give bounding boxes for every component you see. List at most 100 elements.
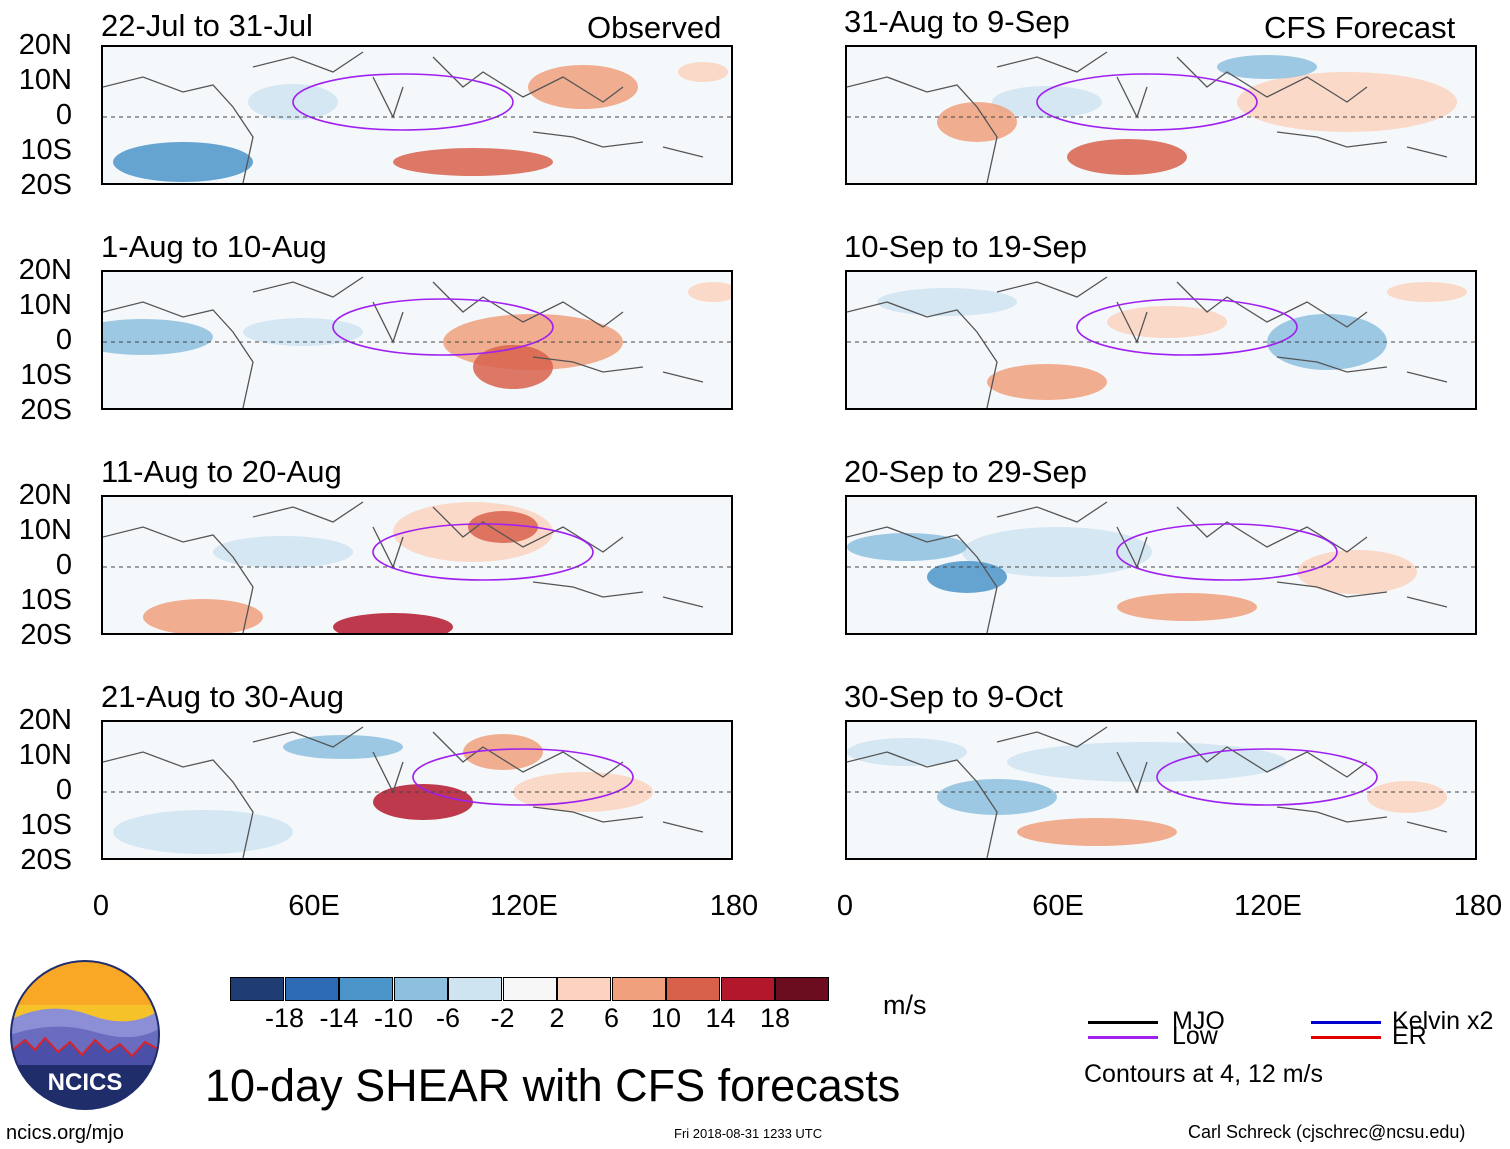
lat-label-row2-0: 20N	[18, 254, 72, 286]
units-label: m/s	[883, 990, 927, 1020]
colorbar-tick-label: 10	[650, 1003, 682, 1033]
lat-label-row2-1: 10N	[18, 289, 72, 321]
map-panel-p3	[101, 495, 733, 635]
panel-title-p7: 20-Sep to 29-Sep	[844, 454, 1088, 489]
shear-field-3	[103, 497, 731, 633]
lon-label-right-60e: 60E	[1032, 890, 1084, 922]
lat-label-row4-0: 20N	[18, 704, 72, 736]
lat-label-row4-4: 20S	[20, 844, 72, 876]
lat-label-row2-3: 10S	[20, 359, 72, 391]
shear-blob	[937, 102, 1017, 142]
low-contour	[372, 523, 594, 581]
colorbar-tick-label: 6	[603, 1003, 620, 1033]
shear-field-2	[103, 272, 731, 408]
shear-blob	[1387, 282, 1467, 302]
legend-line-mjo	[1088, 1021, 1158, 1024]
panel-title-p4: 21-Aug to 30-Aug	[101, 679, 345, 714]
colorbar-tick-label: 2	[549, 1003, 565, 1033]
low-contour	[1076, 298, 1298, 356]
shear-field-6	[847, 272, 1475, 408]
main-title: 10-day SHEAR with CFS forecasts	[205, 1060, 901, 1111]
shear-blob	[992, 86, 1102, 118]
shear-blob	[283, 735, 403, 759]
low-contour	[412, 748, 634, 806]
colorbar-tick-label: -18	[264, 1003, 305, 1033]
map-panel-p4	[101, 720, 733, 860]
panel-title-p8: 30-Sep to 9-Oct	[844, 679, 1063, 714]
panel-title-p5: 31-Aug to 9-Sep	[844, 4, 1070, 39]
footer-author: Carl Schreck (cjschrec@ncsu.edu)	[1188, 1122, 1466, 1142]
lon-label-right-120e: 120E	[1234, 890, 1302, 922]
shear-blob	[463, 734, 543, 770]
lat-label-row3-2: 0	[55, 549, 72, 581]
colorbar-tick-label: -2	[490, 1003, 515, 1033]
lon-label-left-180: 180	[709, 890, 759, 922]
map-panel-p5	[845, 45, 1477, 185]
footer-url[interactable]: ncics.org/mjo	[6, 1122, 124, 1144]
colorbar-tick-label: 18	[759, 1003, 791, 1033]
colorbar-cell	[720, 977, 775, 1001]
lat-label-row1-4: 20S	[20, 169, 72, 201]
shear-blob	[528, 65, 638, 109]
shear-field-1	[103, 47, 731, 183]
shear-blob	[1017, 818, 1177, 846]
ncics-logo: NCICS	[10, 960, 160, 1110]
low-contour	[1156, 748, 1378, 806]
legend-line-low	[1088, 1036, 1158, 1039]
legend-label-kelvin: Kelvin x2	[1392, 1007, 1494, 1035]
shear-blob	[1297, 550, 1417, 594]
lat-label-row3-0: 20N	[18, 479, 72, 511]
shear-field-4	[103, 722, 731, 858]
shear-blob	[468, 511, 538, 543]
lat-label-row4-3: 10S	[20, 809, 72, 841]
lat-label-row2-2: 0	[55, 324, 72, 356]
colorbar-cell	[230, 977, 284, 1001]
lat-label-row2-4: 20S	[20, 394, 72, 426]
colorbar-cell	[557, 977, 611, 1001]
low-contour	[1036, 73, 1258, 131]
legend-label-er: ER	[1392, 1022, 1427, 1050]
legend-line-er	[1311, 1036, 1381, 1039]
shear-blob	[1367, 781, 1447, 813]
shear-blob	[987, 364, 1107, 400]
shear-blob	[373, 784, 473, 820]
legend-note: Contours at 4, 12 m/s	[1084, 1060, 1324, 1088]
observed-label: Observed	[587, 10, 722, 45]
colorbar-cell	[393, 977, 448, 1001]
shear-blob	[113, 810, 293, 854]
map-panel-p2	[101, 270, 733, 410]
shear-blob	[688, 282, 731, 302]
low-contour	[1116, 523, 1338, 581]
logo-text: NCICS	[48, 1069, 123, 1096]
colorbar-tick-label: -10	[373, 1003, 414, 1033]
shear-blob	[927, 561, 1007, 593]
legend-line-kelvin	[1311, 1021, 1381, 1024]
colorbar-cell	[502, 977, 557, 1001]
colorbar-cell	[611, 977, 666, 1001]
shear-field-5	[847, 47, 1475, 183]
shear-blob	[473, 345, 553, 389]
shear-blob	[847, 738, 967, 766]
shear-blob	[1117, 593, 1257, 621]
colorbar-cell	[666, 977, 720, 1001]
lon-label-left-60e: 60E	[288, 890, 340, 922]
lat-label-row4-1: 10N	[18, 739, 72, 771]
colorbar-tick-label: -6	[435, 1003, 460, 1033]
panel-title-p1: 22-Jul to 31-Jul	[101, 8, 313, 43]
shear-blob	[1217, 55, 1317, 79]
colorbar-tick-label: -14	[319, 1003, 359, 1033]
lat-label-row1-1: 10N	[18, 64, 72, 96]
lat-label-row3-3: 10S	[20, 584, 72, 616]
lat-label-row1-2: 0	[55, 99, 72, 131]
forecast-label: CFS Forecast	[1264, 10, 1456, 45]
shear-blob	[113, 142, 253, 182]
low-contour	[292, 73, 514, 131]
lon-label-left-0: 0	[92, 890, 110, 922]
legend-label-mjo: MJO	[1172, 1007, 1225, 1035]
footer-timestamp: Fri 2018-08-31 1233 UTC	[674, 1126, 823, 1141]
shear-blob	[678, 62, 728, 82]
lat-label-row4-2: 0	[55, 774, 72, 806]
shear-field-8	[847, 722, 1475, 858]
shear-blob	[877, 288, 1017, 316]
colorbar-cell	[775, 977, 829, 1001]
